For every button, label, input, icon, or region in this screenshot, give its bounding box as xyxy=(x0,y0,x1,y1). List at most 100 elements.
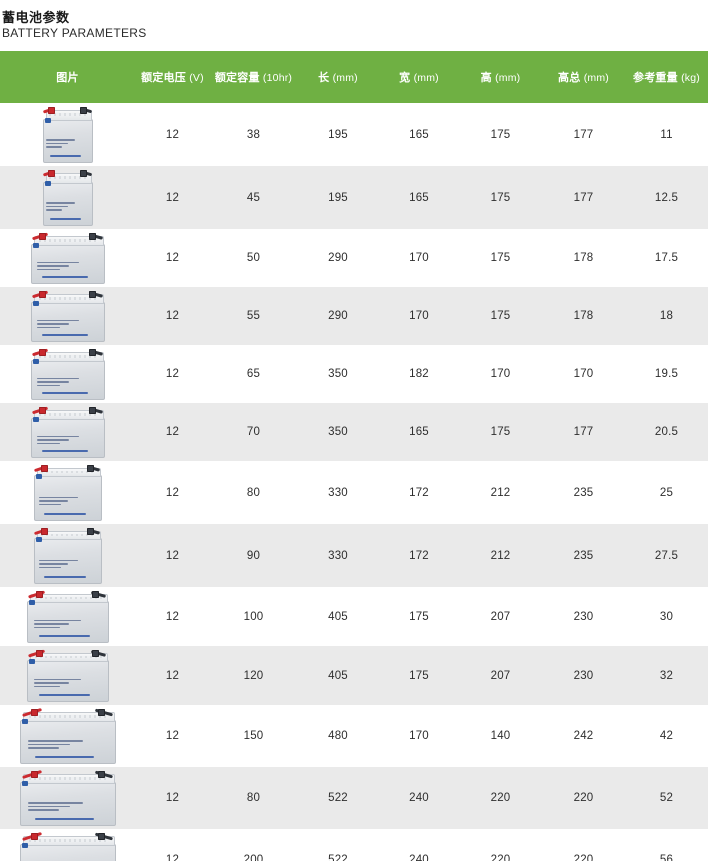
battery-terminal-positive xyxy=(30,771,38,778)
battery-small-icon xyxy=(41,103,95,163)
battery-top-cap xyxy=(33,294,104,304)
page-header: 蓄电池参数 BATTERY PARAMETERS xyxy=(0,0,708,41)
cell-total_height: 230 xyxy=(573,669,594,682)
battery-terminal-positive xyxy=(35,650,43,657)
battery-label xyxy=(46,202,86,213)
battery-terminal-positive xyxy=(47,170,55,177)
cell-rated_capacity: 65 xyxy=(246,368,261,380)
battery-parameters-table: 图片 额定电压 (V) 额定容量 (10hr) 长 (mm) 宽 (mm) 高 (mm) 高… xyxy=(0,51,708,861)
cell-rated_voltage: 12 xyxy=(165,854,180,861)
cell-length: 195 xyxy=(328,191,348,204)
cell-reference_weight: 25 xyxy=(659,486,674,499)
cell-rated_capacity: 70 xyxy=(246,426,261,438)
column-header-unit: (mm) xyxy=(583,72,609,84)
battery-medium-icon xyxy=(29,345,107,400)
column-header-unit: (mm) xyxy=(332,72,358,84)
cell-height: 207 xyxy=(490,669,511,682)
battery-tall-icon xyxy=(32,524,104,584)
table-row: 12 38 195 165 175 177 11 xyxy=(0,103,708,166)
battery-label-line xyxy=(38,559,79,562)
column-header-unit: (kg) xyxy=(681,72,700,84)
column-header-rated_voltage: 额定电压 (V) xyxy=(135,51,210,103)
cell-total_height: 230 xyxy=(573,610,594,623)
battery-label xyxy=(38,496,93,508)
cell-width: 172 xyxy=(409,549,429,562)
battery-label-line xyxy=(46,209,62,211)
cell-rated_capacity: 38 xyxy=(246,128,261,141)
cell-length: 330 xyxy=(328,486,348,499)
battery-brand-bar xyxy=(39,635,91,638)
battery-label-line xyxy=(36,265,69,267)
battery-wide-icon xyxy=(25,646,111,702)
cell-rated_capacity: 100 xyxy=(243,610,264,623)
cell-length: 405 xyxy=(328,610,348,623)
cell-width: 182 xyxy=(409,368,429,380)
battery-label-line xyxy=(46,205,68,208)
cell-width: 165 xyxy=(409,191,429,204)
cell-rated_voltage: 12 xyxy=(165,730,180,742)
cell-rated_capacity: 120 xyxy=(243,669,264,682)
cell-total_height: 235 xyxy=(573,486,594,499)
cell-rated_capacity: 55 xyxy=(246,310,261,322)
battery-label-line xyxy=(46,139,75,141)
battery-terminal-positive xyxy=(38,349,46,356)
table-row: 12 65 350 182 170 170 19.5 xyxy=(0,345,708,403)
cell-rated_voltage: 12 xyxy=(165,368,180,380)
battery-brand-bar xyxy=(43,512,86,515)
cell-reference_weight: 11 xyxy=(660,128,673,141)
column-header-rated_capacity: 额定容量 (10hr) xyxy=(210,51,297,103)
table-row: 12 50 290 170 175 178 17.5 xyxy=(0,229,708,287)
battery-top-cap xyxy=(22,774,115,784)
battery-terminal-positive xyxy=(47,107,55,114)
battery-label xyxy=(36,435,96,447)
cell-rated_voltage: 12 xyxy=(165,610,180,623)
column-header-unit: (V) xyxy=(189,72,204,84)
battery-connector-tab xyxy=(44,181,51,186)
battery-label xyxy=(36,319,96,331)
battery-connector-tab xyxy=(32,243,39,248)
battery-top-cap xyxy=(22,712,115,722)
cell-rated_voltage: 12 xyxy=(165,426,180,438)
battery-terminal-positive xyxy=(38,233,46,240)
cell-width: 170 xyxy=(409,310,429,322)
cell-reference_weight: 30 xyxy=(659,610,674,623)
battery-medium-icon xyxy=(29,287,107,342)
battery-top-cap xyxy=(45,173,92,184)
battery-label-line xyxy=(33,682,69,684)
cell-width: 170 xyxy=(409,252,429,264)
battery-top-cap xyxy=(33,410,104,420)
column-header-label: 宽 xyxy=(399,72,411,84)
battery-terminal-negative xyxy=(89,233,97,240)
battery-terminal-negative xyxy=(92,650,100,657)
cell-height: 170 xyxy=(490,368,511,380)
cell-width: 172 xyxy=(409,486,429,499)
battery-label-line xyxy=(36,381,69,383)
table-row: 12 90 330 172 212 235 27.5 xyxy=(0,524,708,587)
cell-length: 522 xyxy=(328,792,348,804)
battery-brand-bar xyxy=(34,817,95,820)
battery-brand-bar xyxy=(41,392,88,395)
battery-terminal-negative xyxy=(89,349,97,356)
battery-label xyxy=(28,802,105,813)
battery-connector-tab xyxy=(32,301,39,306)
battery-terminal-negative xyxy=(92,591,100,598)
cell-reference_weight: 32 xyxy=(659,669,674,682)
battery-top-cap xyxy=(45,110,92,121)
battery-label-line xyxy=(28,809,59,811)
cell-length: 195 xyxy=(328,128,348,141)
cell-total_height: 178 xyxy=(573,252,594,264)
page-title-en: BATTERY PARAMETERS xyxy=(2,26,147,40)
column-header-height: 高 (mm) xyxy=(459,51,542,103)
battery-image-cell xyxy=(0,829,135,861)
battery-label-line xyxy=(28,805,70,808)
battery-connector-tab xyxy=(28,659,35,664)
battery-terminal-positive xyxy=(40,528,48,535)
cell-reference_weight: 19.5 xyxy=(654,368,679,380)
cell-rated_voltage: 12 xyxy=(165,486,180,499)
cell-width: 165 xyxy=(409,426,429,438)
cell-width: 240 xyxy=(409,792,429,804)
battery-label xyxy=(36,377,96,389)
battery-label-line xyxy=(36,384,61,386)
battery-label xyxy=(33,678,100,690)
battery-label-line xyxy=(38,566,61,569)
